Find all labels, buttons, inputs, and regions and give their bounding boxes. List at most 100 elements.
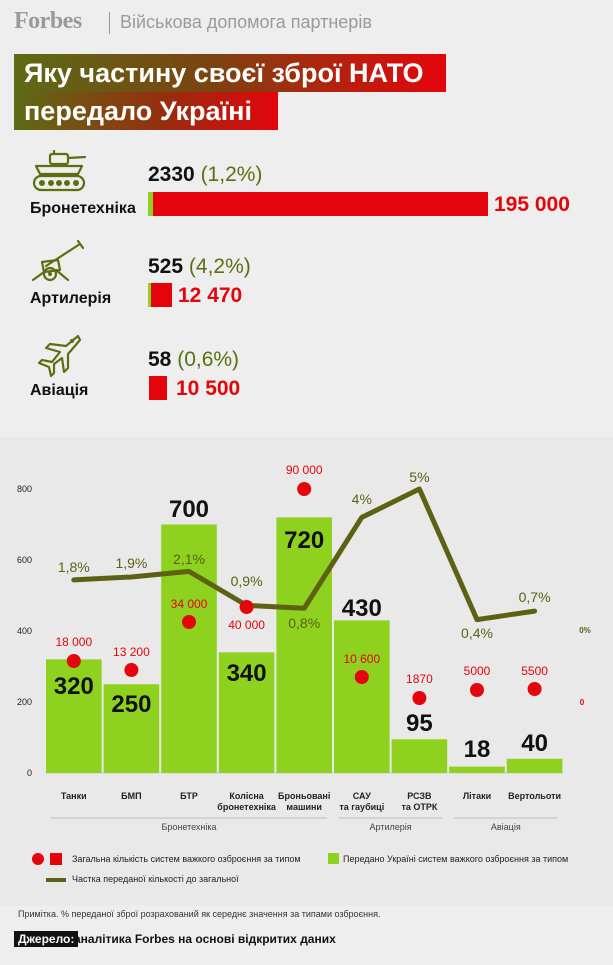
artillery-icon bbox=[31, 239, 85, 282]
tank-icon bbox=[32, 150, 87, 192]
summary-given-armor: 2330 (1,2%) bbox=[148, 163, 263, 186]
bar-4 bbox=[276, 517, 332, 773]
summary-total-artillery: 12 470 bbox=[178, 284, 243, 307]
category-label-6-0: РСЗВ bbox=[407, 791, 432, 801]
category-label-6-1: та ОТРК bbox=[401, 802, 437, 812]
category-label-1-0: БМП bbox=[121, 791, 141, 801]
summary-bar-total-armor bbox=[153, 192, 488, 216]
right-axis-count-zero: 0 bbox=[580, 698, 585, 707]
summary-label-armor: Бронетехніка bbox=[30, 200, 136, 217]
y-tick-0: 0 bbox=[27, 768, 32, 778]
source-label: Джерело: bbox=[14, 931, 79, 947]
summary-bar-given-artillery bbox=[148, 283, 151, 307]
bar-label-1: 250 bbox=[111, 691, 151, 718]
bar-label-4: 720 bbox=[284, 527, 324, 554]
group-label-0: Бронетехніка bbox=[161, 822, 216, 832]
total-label-1: 13 200 bbox=[113, 645, 150, 659]
share-label-8: 0,7% bbox=[519, 589, 551, 605]
y-tick-1: 200 bbox=[17, 697, 32, 707]
summary-bar-total-artillery bbox=[151, 283, 172, 307]
footnote: Примітка. % переданої зброї розрахований… bbox=[18, 909, 381, 919]
category-label-7-0: Літаки bbox=[463, 791, 491, 801]
summary-total-aviation: 10 500 bbox=[176, 377, 241, 400]
bar-5 bbox=[334, 620, 390, 773]
total-dot-3 bbox=[239, 600, 254, 614]
header-subtitle: Військова допомога партнерів bbox=[120, 12, 372, 32]
total-dot-2 bbox=[182, 615, 196, 629]
total-dot-1 bbox=[124, 663, 139, 677]
header-divider bbox=[109, 12, 110, 34]
total-dot-0 bbox=[66, 654, 81, 668]
page-title-line2: передало Україні bbox=[14, 92, 278, 130]
total-label-8: 5500 bbox=[521, 664, 548, 678]
category-label-4-1: машини bbox=[286, 802, 322, 812]
category-label-3-1: бронетехніка bbox=[217, 802, 277, 812]
total-dot-8 bbox=[527, 682, 542, 696]
summary-given-aviation: 58 (0,6%) bbox=[148, 348, 240, 371]
bar-8 bbox=[506, 758, 563, 773]
page-title-line1: Яку частину своєї зброї НАТО bbox=[14, 54, 446, 92]
bar-label-5: 430 bbox=[342, 595, 382, 622]
total-label-3: 40 000 bbox=[228, 618, 265, 632]
share-label-3: 0,9% bbox=[231, 573, 263, 589]
category-label-0-0: Танки bbox=[61, 791, 87, 801]
summary-label-artillery: Артилерія bbox=[30, 290, 112, 307]
total-dot-6 bbox=[412, 691, 427, 705]
legend-share-swatch bbox=[46, 878, 66, 882]
legend-total-label: Загальна кількість систем важкого озброє… bbox=[72, 854, 301, 864]
summary-label-aviation: Авіація bbox=[30, 382, 89, 399]
category-label-4-0: Броньовані bbox=[278, 791, 330, 801]
legend-share-label: Частка переданої кількості до загальної bbox=[72, 874, 239, 884]
forbes-logo: Forbes bbox=[14, 8, 82, 34]
bar-label-7: 18 bbox=[464, 736, 491, 763]
bar-label-6: 95 bbox=[406, 710, 433, 737]
group-label-2: Авіація bbox=[491, 822, 521, 832]
bar-0 bbox=[46, 659, 102, 773]
total-label-0: 18 000 bbox=[55, 635, 92, 649]
legend-given-label: Передано Україні систем важкого озброєнн… bbox=[343, 854, 569, 864]
y-tick-2: 400 bbox=[17, 626, 32, 636]
bar-label-8: 40 bbox=[521, 730, 548, 757]
legend-given-swatch bbox=[328, 853, 339, 864]
y-tick-4: 800 bbox=[17, 484, 32, 494]
right-axis-pct-zero: 0% bbox=[579, 626, 591, 635]
aircraft-icon bbox=[37, 334, 82, 378]
total-dot-7 bbox=[470, 683, 484, 697]
source-text: аналітика Forbes на основі відкритих дан… bbox=[74, 932, 336, 946]
total-dot-5 bbox=[354, 670, 369, 684]
bar-1 bbox=[103, 684, 160, 773]
legend-total-swatch bbox=[32, 853, 62, 865]
group-label-1: Артилерія bbox=[370, 822, 412, 832]
share-label-0: 1,8% bbox=[58, 559, 90, 575]
category-label-5-1: та гаубиці bbox=[339, 802, 384, 812]
total-label-6: 1870 bbox=[406, 672, 433, 686]
total-label-7: 5000 bbox=[464, 664, 491, 678]
share-label-7: 0,4% bbox=[461, 625, 493, 641]
bar-label-2: 700 bbox=[169, 496, 209, 523]
y-tick-3: 600 bbox=[17, 555, 32, 565]
total-dot-4 bbox=[297, 482, 312, 496]
share-label-4: 0,8% bbox=[288, 615, 320, 631]
category-label-5-0: САУ bbox=[353, 791, 371, 801]
bar-7 bbox=[449, 766, 505, 773]
summary-total-armor: 195 000 bbox=[494, 193, 570, 216]
bar-label-0: 320 bbox=[54, 673, 94, 700]
summary-given-artillery: 525 (4,2%) bbox=[148, 255, 251, 278]
summary-bar-given-armor bbox=[148, 192, 153, 216]
total-label-4: 90 000 bbox=[286, 463, 323, 477]
bar-3 bbox=[218, 652, 275, 773]
share-label-6: 5% bbox=[409, 469, 429, 485]
summary-bar-total-aviation bbox=[149, 376, 167, 400]
bar-label-3: 340 bbox=[227, 660, 267, 687]
category-label-2-0: БТР bbox=[180, 791, 198, 801]
share-label-1: 1,9% bbox=[115, 555, 147, 571]
bar-2 bbox=[161, 524, 217, 773]
category-label-8-0: Вертольоти bbox=[508, 791, 561, 801]
share-line bbox=[71, 486, 538, 623]
total-label-5: 10 600 bbox=[343, 652, 380, 666]
share-label-5: 4% bbox=[352, 491, 372, 507]
bar-6 bbox=[391, 739, 448, 773]
total-label-2: 34 000 bbox=[171, 597, 208, 611]
category-label-3-0: Колісна bbox=[229, 791, 264, 801]
